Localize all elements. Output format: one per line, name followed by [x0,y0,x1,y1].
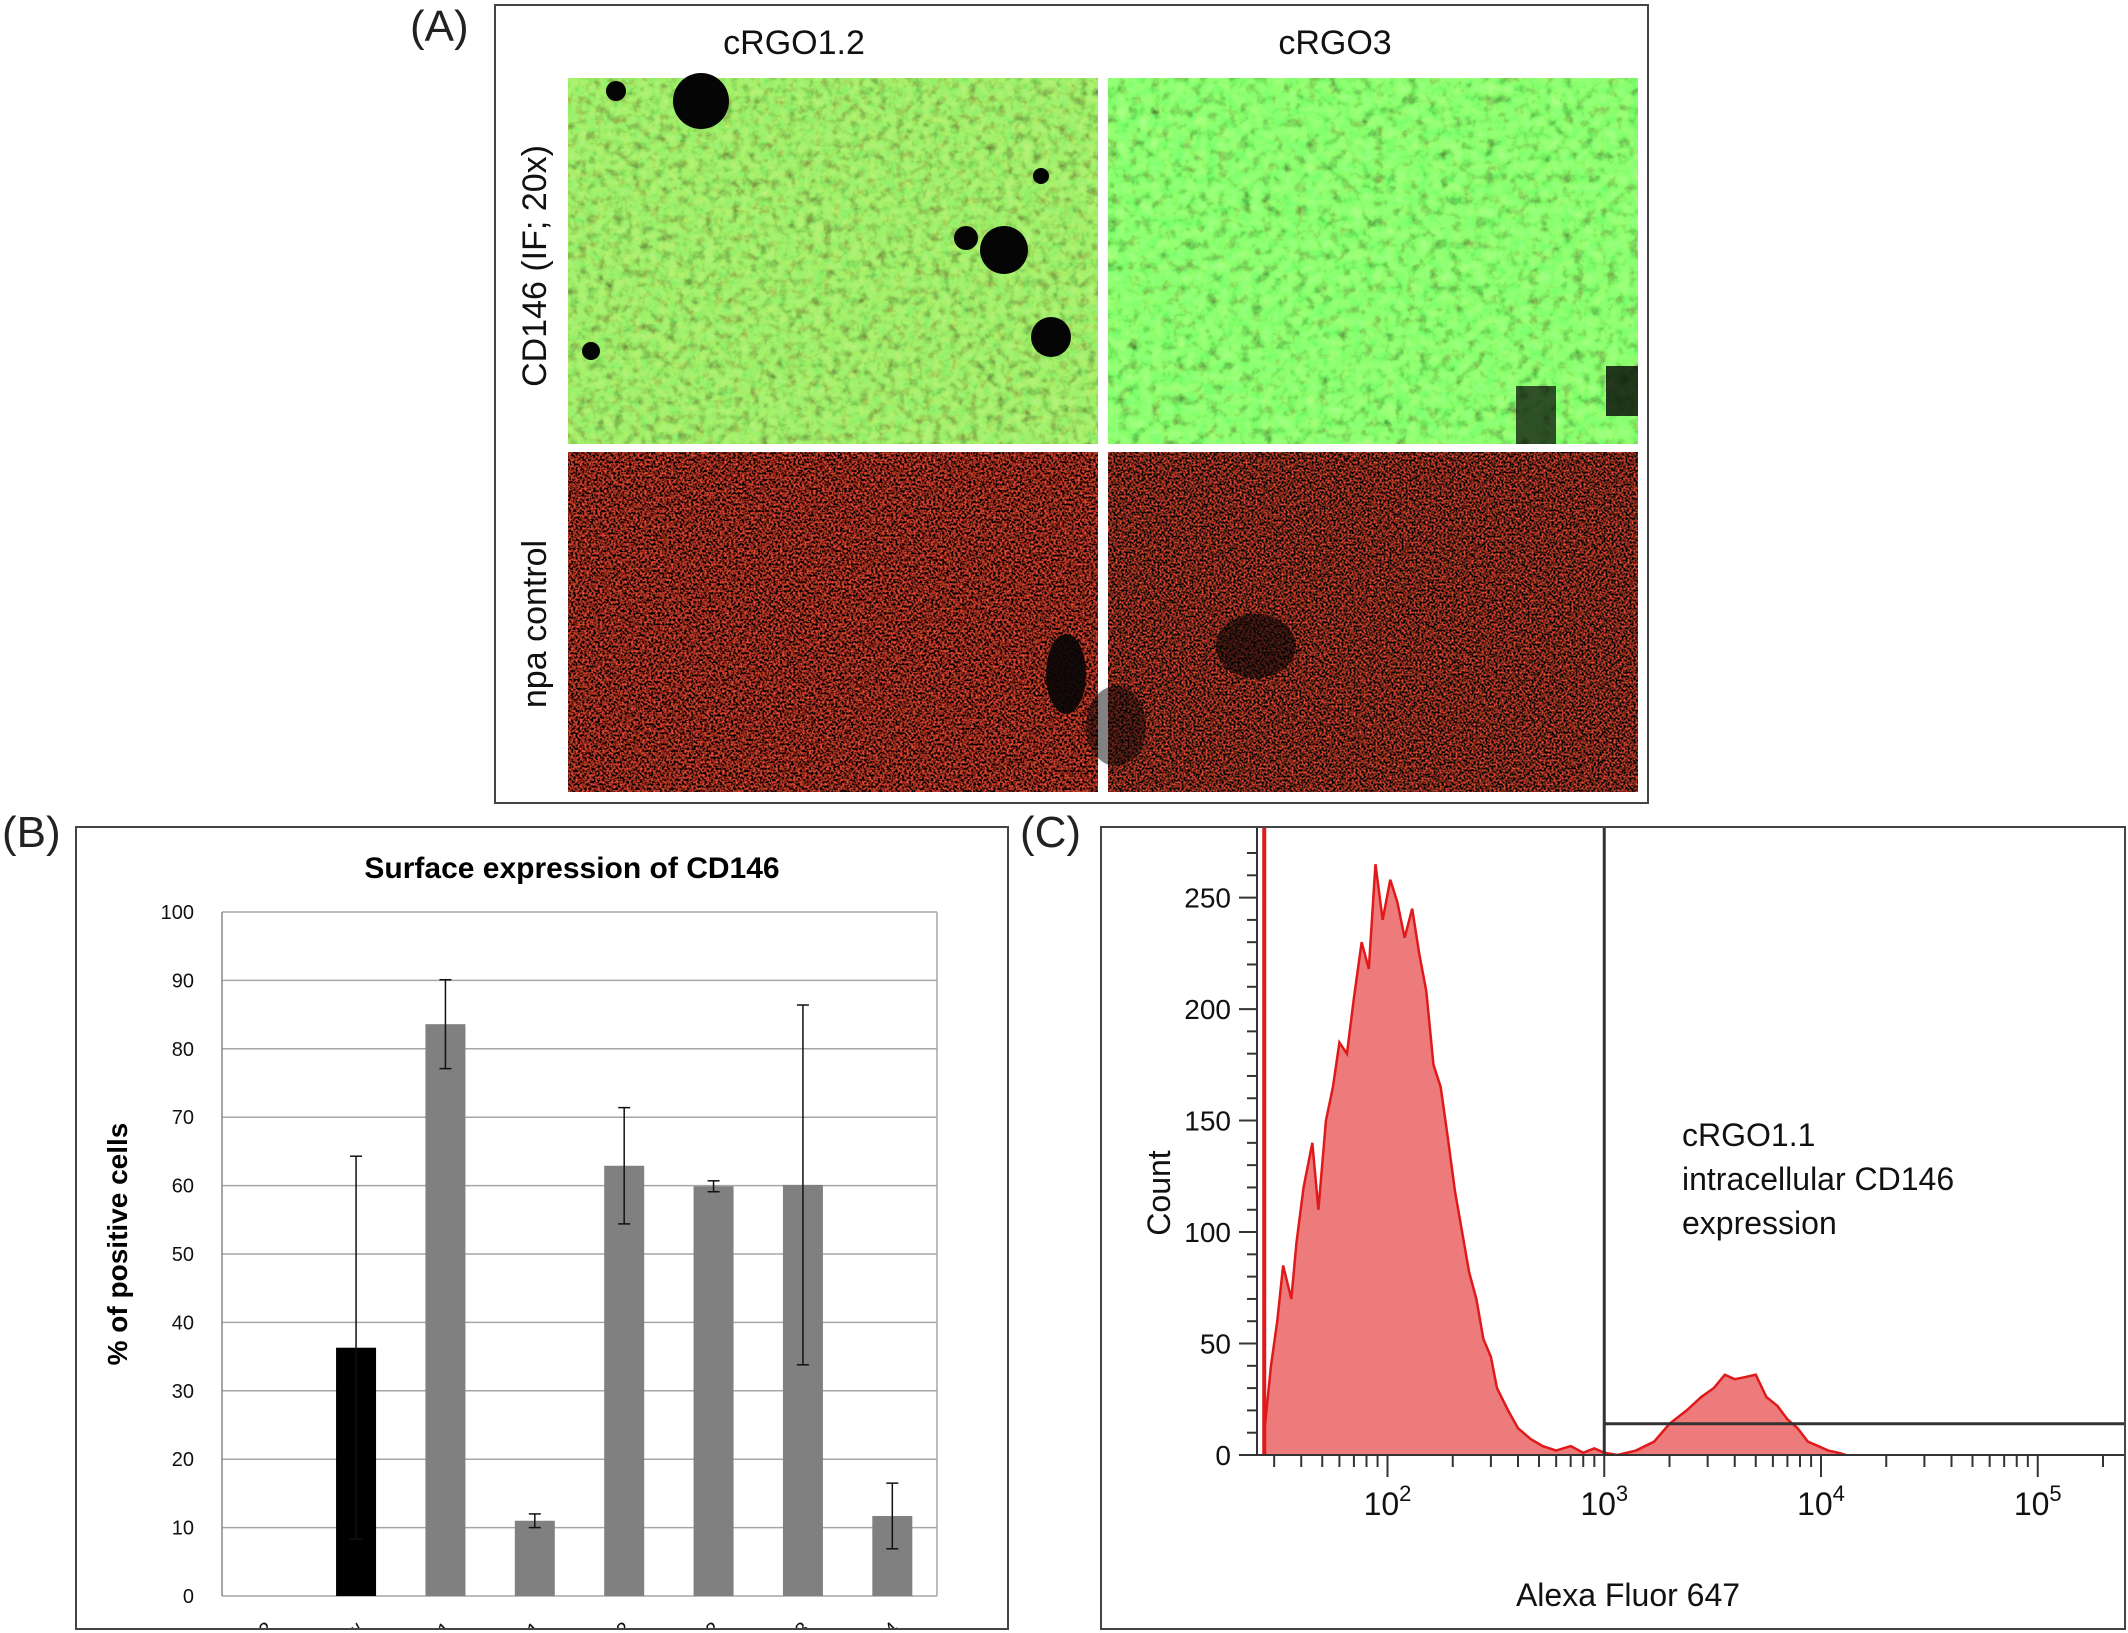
y-tick-label: 200 [1184,994,1231,1025]
panel-c-label: (C) [1020,808,1082,857]
category-label: cRGO1.1 [472,1618,547,1628]
x-tick-label: 102 [1364,1481,1412,1522]
histogram-series [1262,828,1847,1455]
y-tick-label: 10 [172,1518,194,1540]
category-label: cRGO1.2 [561,1618,636,1628]
micrograph-cd146-crgo1-2 [568,73,1098,444]
y-tick-label: 50 [1200,1329,1231,1360]
panel-a-label: (A) [410,2,469,51]
y-tick-label: 0 [1215,1440,1231,1471]
bar-crgo2 [693,1186,734,1596]
micrograph-npa-crgo3 [1086,452,1638,792]
micrograph-npa-crgo1-2 [568,452,1098,792]
x-tick-labels: 102 103 104 105 [1364,1481,2062,1522]
bar-crgo1 [425,1024,466,1596]
annotation-line-1: cRGO1.1 [1682,1117,1815,1153]
y-tick-label: 250 [1184,883,1231,914]
y-tick-label: 0 [183,1586,194,1608]
y-tick-label: 70 [172,1107,194,1129]
micrograph-cd146-crgo3 [1108,78,1638,444]
panel-a: cRGO1.2 cRGO3 CD146 (IF; 20x) npa contro… [494,4,1649,804]
chart-title: Surface expression of CD146 [364,852,779,885]
category-label: cRGO4 [841,1618,904,1628]
y-tick-label: 150 [1184,1106,1231,1137]
bar-chart: Surface expression of CD146 % of positiv… [102,852,938,1633]
y-axis-label: Count [1141,1150,1177,1236]
category-label: cRGO1 [394,1618,457,1628]
gridlines [221,911,938,1597]
y-tick-label: 80 [172,1039,194,1061]
x-axis-label: Alexa Fluor 647 [1516,1577,1740,1613]
histogram-line [1263,863,1847,1455]
y-tick-label: 90 [172,970,194,992]
y-tick-label: 40 [172,1312,194,1334]
x-tick-label: 105 [2014,1481,2062,1522]
y-tick-label: 30 [172,1381,194,1403]
y-tick-label: 60 [172,1176,194,1198]
row-label-cd146: CD146 (IF; 20x) [516,145,554,387]
bar-crgo1-1 [514,1520,555,1596]
y-tick-label: 100 [161,902,194,924]
panel-b-label: (B) [2,808,61,857]
bar-crgo1-2 [604,1165,645,1596]
y-tick-label: 20 [172,1449,194,1471]
error-bars [350,978,899,1550]
histogram-fill [1264,864,1846,1455]
panel-b: Surface expression of CD146 % of positiv… [75,826,1009,1633]
histogram-chart: 0 50 100 150 200 250 102 103 104 105 Count Alexa… [1141,828,2124,1613]
row-label-npa-control: npa control [516,540,554,708]
x-tick-label: 103 [1580,1481,1628,1522]
panel-c: 0 50 100 150 200 250 102 103 104 105 Count Alexa… [1100,826,2126,1630]
category-label: DH82 [227,1618,279,1628]
x-tick-label: 104 [1797,1481,1845,1522]
col-label-crgo3: cRGO3 [1278,24,1391,62]
y-tick-label: 100 [1184,1217,1231,1248]
category-label: cRGO2 [662,1618,725,1628]
col-label-crgo1-2: cRGO1.2 [723,24,865,62]
category-labels: DH82 Shadow cRGO1 cRGO1.1 cRGO1.2 cRGO2 cRGO3 c… [227,1618,904,1633]
y-axis-label: % of positive cells [102,1123,133,1366]
micrograph-grid: cRGO1.2 cRGO3 CD146 (IF; 20x) npa contro… [516,24,1638,792]
y-tick-labels: 0 50 100 150 200 250 [1184,883,1231,1471]
axes [1239,828,2124,1477]
annotation-line-2: intracellular CD146 [1682,1161,1954,1197]
y-tick-labels: 0 10 20 30 40 50 60 70 80 90 100 [161,902,194,1608]
category-label: Shadow [301,1618,368,1628]
category-label: cRGO3 [752,1618,815,1628]
annotation-line-3: expression [1682,1205,1837,1241]
y-tick-label: 50 [172,1244,194,1266]
